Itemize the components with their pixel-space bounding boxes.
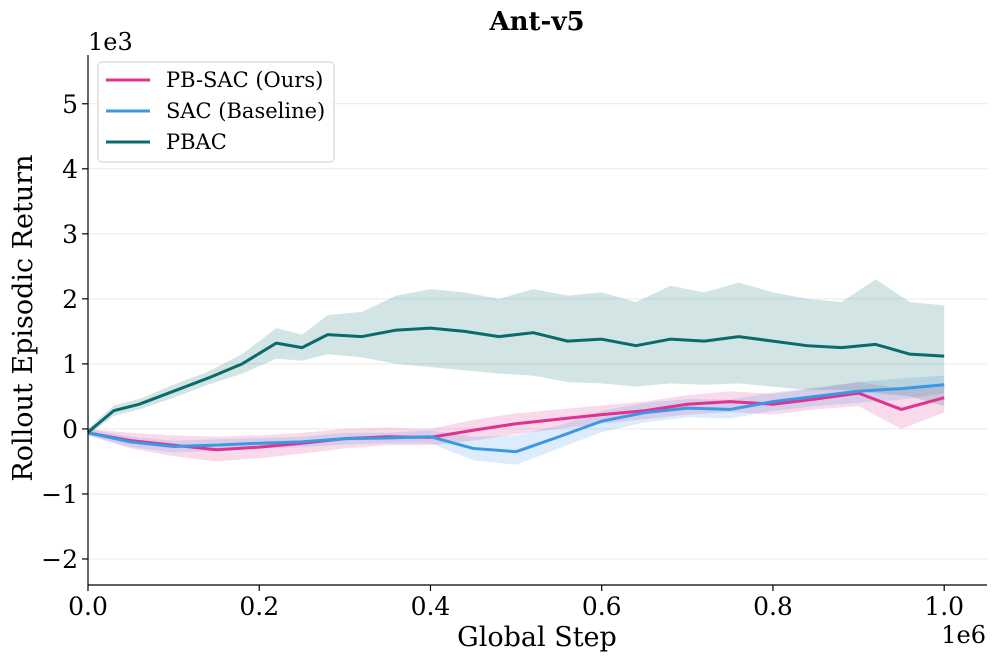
chart-title: Ant-v5: [488, 7, 584, 37]
legend-label-1: SAC (Baseline): [166, 99, 325, 123]
legend-label-2: PBAC: [166, 130, 227, 154]
y-tick-label-1: −1: [41, 480, 78, 509]
series-lines: [87, 326, 945, 454]
confidence-bands: [88, 279, 945, 465]
series-line-0: [87, 391, 945, 452]
x-axis-label: Global Step: [457, 622, 617, 653]
y-tick-label-0: −2: [41, 545, 78, 574]
series-line-2: [87, 326, 945, 434]
x-tick-label-0: 0.0: [68, 592, 108, 621]
series-line-1: [87, 383, 945, 454]
x-multiplier: 1e6: [941, 621, 986, 649]
grid-lines: [88, 103, 987, 560]
band-2: [88, 279, 945, 436]
y-tick-label-2: 0: [62, 415, 78, 444]
y-tick-label-4: 2: [62, 285, 78, 314]
x-tick-label-4: 0.8: [753, 592, 793, 621]
legend-box: [97, 61, 335, 163]
x-tick-label-1: 0.2: [239, 592, 279, 621]
x-tick-label-5: 1.0: [924, 592, 964, 621]
legend: PB-SAC (Ours) SAC (Baseline) PBAC: [97, 61, 335, 163]
y-multiplier: 1e3: [88, 28, 133, 56]
x-tick-label-3: 0.6: [582, 592, 622, 621]
y-tick-label-3: 1: [62, 350, 78, 379]
y-tick-label-7: 5: [62, 90, 78, 119]
y-tick-label-5: 3: [62, 220, 78, 249]
y-tick-label-6: 4: [62, 155, 78, 184]
legend-label-0: PB-SAC (Ours): [166, 68, 323, 92]
x-tick-label-2: 0.4: [411, 592, 451, 621]
y-axis-label: Rollout Episodic Return: [8, 154, 39, 481]
axes: 0.0 0.2 0.4 0.6 0.8 1.0 −2 −1 0 1 2 3 4 5: [41, 55, 987, 621]
